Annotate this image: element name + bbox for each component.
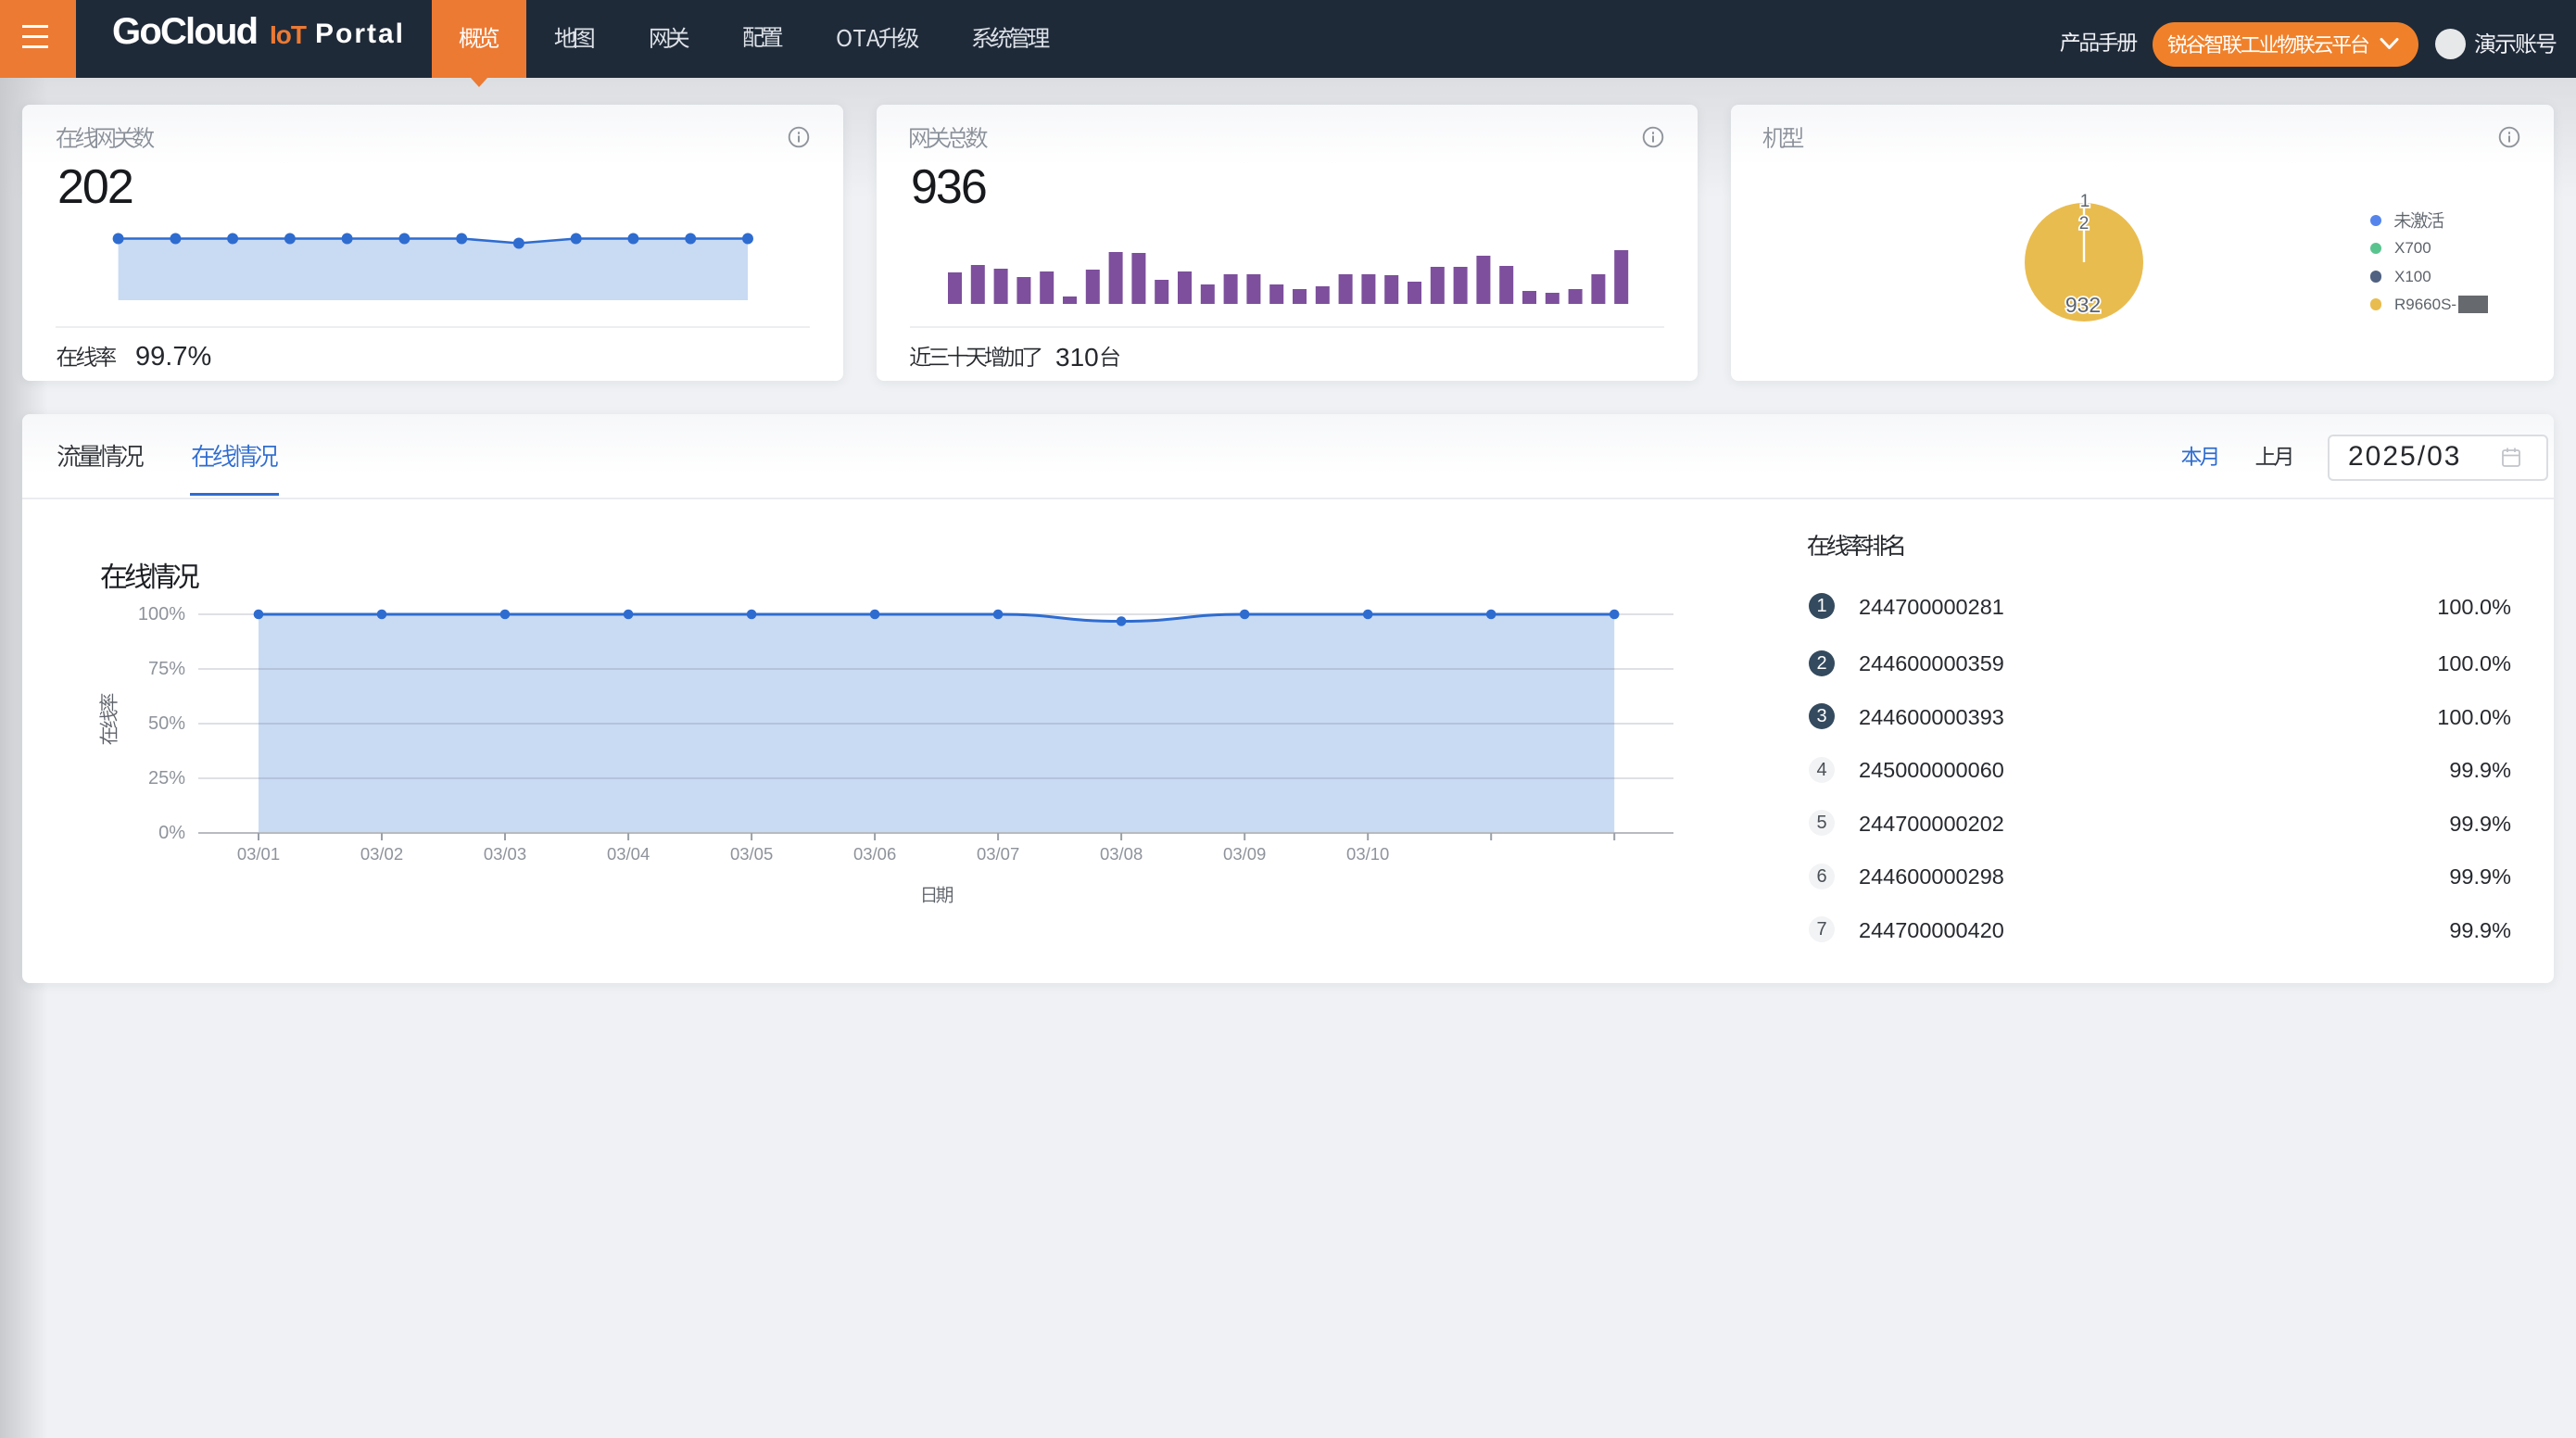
svg-text:2: 2 bbox=[2079, 213, 2090, 233]
svg-text:932: 932 bbox=[2065, 293, 2101, 317]
svg-text:1: 1 bbox=[2080, 191, 2090, 210]
